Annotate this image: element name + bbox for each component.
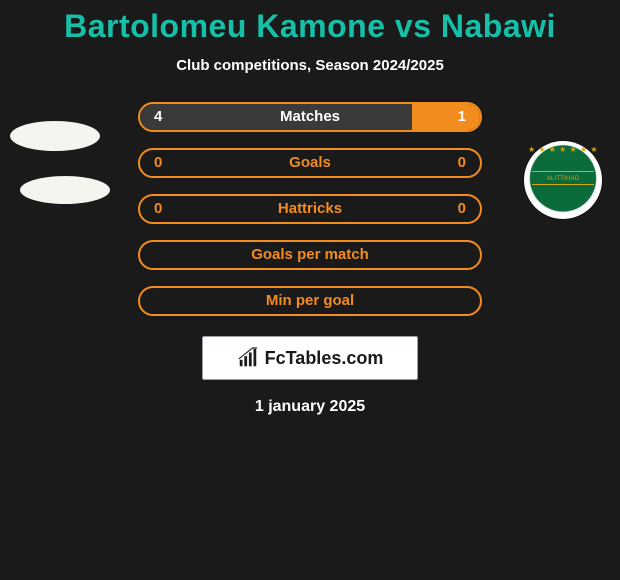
stat-label: Goals bbox=[140, 150, 480, 176]
player1-badge-2 bbox=[20, 150, 110, 230]
stat-value-left: 0 bbox=[154, 196, 162, 222]
comparison-chart: ★ ★ ★ ★ ★ ★ ★ ALITTIHAD Matches41Goals00… bbox=[0, 102, 620, 322]
stat-value-right: 0 bbox=[458, 150, 466, 176]
crest-stars-icon: ★ ★ ★ ★ ★ ★ ★ bbox=[524, 145, 602, 154]
crest-ribbon: ALITTIHAD bbox=[532, 171, 594, 185]
stat-row: Min per goal bbox=[138, 286, 482, 316]
subtitle: Club competitions, Season 2024/2025 bbox=[0, 57, 620, 74]
brand-chart-icon bbox=[237, 347, 259, 369]
date-label: 1 january 2025 bbox=[0, 398, 620, 416]
stat-row: Matches4 1 bbox=[138, 102, 482, 132]
stat-bars: Matches41Goals00Hattricks00Goals per mat… bbox=[138, 102, 482, 332]
stat-row: Goals0 0 bbox=[138, 148, 482, 178]
stat-value-left: 0 bbox=[154, 150, 162, 176]
stat-value-right: 1 bbox=[458, 104, 466, 130]
stat-label: Goals per match bbox=[140, 242, 480, 268]
brand-box: FcTables.com bbox=[202, 336, 418, 380]
stat-label: Min per goal bbox=[140, 288, 480, 314]
stat-row: Goals per match bbox=[138, 240, 482, 270]
brand-text: FcTables.com bbox=[265, 348, 384, 369]
stat-row: Hattricks0 0 bbox=[138, 194, 482, 224]
player2-club-badge: ★ ★ ★ ★ ★ ★ ★ ALITTIHAD bbox=[518, 140, 608, 220]
club-crest-icon: ★ ★ ★ ★ ★ ★ ★ ALITTIHAD bbox=[524, 141, 602, 219]
stat-value-left: 4 bbox=[154, 104, 162, 130]
stat-label: Hattricks bbox=[140, 196, 480, 222]
page-title: Bartolomeu Kamone vs Nabawi bbox=[0, 0, 620, 45]
ellipse-icon bbox=[20, 176, 110, 204]
stat-label: Matches bbox=[140, 104, 480, 130]
ellipse-icon bbox=[10, 121, 100, 151]
stat-value-right: 0 bbox=[458, 196, 466, 222]
